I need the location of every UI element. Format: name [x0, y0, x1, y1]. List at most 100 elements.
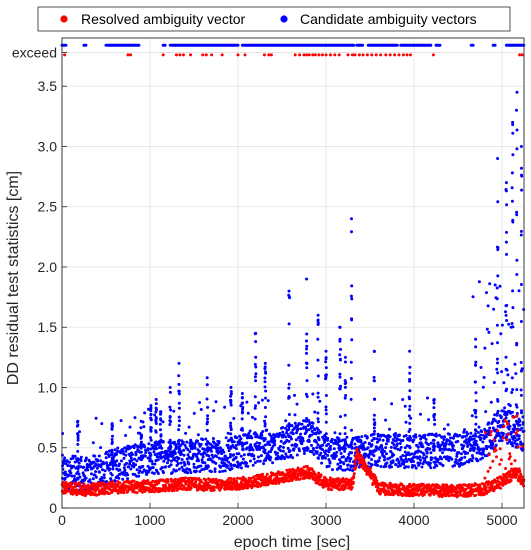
candidate-spike-point: [504, 240, 508, 244]
candidate-point: [279, 449, 283, 453]
candidate-exceed-point: [471, 43, 475, 47]
resolved-exceed-point: [129, 53, 133, 57]
candidate-spike-point: [168, 438, 172, 442]
candidate-spike-point: [432, 401, 436, 405]
resolved-point: [214, 477, 218, 481]
candidate-point: [230, 467, 234, 470]
candidate-point: [513, 439, 517, 443]
candidate-point: [466, 432, 470, 436]
candidate-spike-peak: [263, 361, 267, 365]
resolved-exceed-point: [357, 53, 361, 57]
candidate-point: [293, 393, 296, 397]
candidate-point: [291, 432, 295, 436]
candidate-point: [321, 448, 324, 451]
candidate-spike-point: [169, 408, 173, 412]
resolved-exceed-point: [181, 53, 185, 57]
candidate-point: [493, 283, 497, 287]
candidate-point: [511, 388, 515, 392]
candidate-spike-point: [110, 462, 114, 466]
candidate-point: [209, 470, 213, 474]
candidate-point: [483, 346, 487, 350]
candidate-point: [236, 465, 240, 469]
candidate-point: [335, 450, 339, 454]
candidate-spike-point: [344, 394, 348, 397]
candidate-point: [414, 466, 418, 470]
candidate-point: [497, 434, 501, 438]
candidate-point: [405, 459, 409, 463]
resolved-point: [314, 473, 317, 476]
candidate-spike-peak: [76, 419, 80, 423]
candidate-point: [72, 474, 76, 478]
candidate-point: [339, 460, 343, 464]
candidate-point: [160, 446, 164, 450]
candidate-exceed-point: [64, 43, 68, 47]
candidate-spike-point: [350, 428, 353, 432]
candidate-point: [480, 430, 484, 434]
candidate-point: [418, 455, 422, 459]
candidate-point: [430, 433, 434, 436]
candidate-point: [187, 462, 191, 466]
candidate-spike-point: [206, 440, 209, 444]
resolved-exceed-point: [307, 53, 311, 57]
candidate-point: [453, 448, 456, 452]
candidate-point: [180, 452, 183, 456]
candidate-point: [315, 446, 319, 450]
candidate-spike-point: [510, 186, 514, 190]
candidate-point: [76, 477, 80, 481]
candidate-spike-point: [511, 218, 515, 222]
candidate-point: [275, 432, 279, 436]
candidate-point: [245, 441, 249, 445]
candidate-point: [105, 450, 109, 454]
candidate-point: [232, 440, 236, 444]
candidate-spike-point: [263, 437, 267, 440]
candidate-point: [348, 468, 352, 472]
candidate-point: [508, 404, 512, 408]
candidate-point: [102, 473, 106, 477]
candidate-spike-point: [253, 417, 257, 421]
candidate-point: [194, 469, 198, 473]
candidate-point: [219, 446, 223, 450]
candidate-point: [219, 465, 223, 469]
candidate-spike-peak: [229, 386, 233, 389]
candidate-point: [265, 428, 269, 432]
resolved-point: [502, 425, 506, 428]
candidate-point: [197, 459, 201, 463]
candidate-point: [246, 411, 250, 415]
candidate-spike-point: [177, 419, 181, 423]
candidate-point: [161, 420, 165, 424]
resolved-point: [151, 479, 155, 483]
candidate-point: [309, 433, 313, 437]
candidate-spike-point: [408, 427, 412, 431]
candidate-spike-point: [240, 411, 244, 415]
candidate-point: [494, 419, 497, 423]
candidate-point: [474, 399, 478, 403]
candidate-spike-point: [264, 396, 267, 400]
candidate-spike-peak: [432, 398, 436, 401]
candidate-point: [135, 468, 139, 472]
candidate-point: [472, 437, 476, 441]
candidate-point: [442, 455, 446, 459]
candidate-point: [232, 417, 236, 420]
candidate-point: [429, 466, 433, 470]
candidate-point: [138, 469, 142, 473]
candidate-point: [385, 461, 389, 465]
candidate-point: [282, 433, 286, 437]
candidate-point: [77, 472, 81, 476]
resolved-point: [296, 466, 300, 470]
candidate-point: [379, 465, 383, 468]
candidate-spike-point: [504, 313, 508, 317]
candidate-spike-point: [372, 413, 376, 417]
candidate-point: [295, 443, 299, 447]
candidate-spike-point: [338, 353, 342, 357]
candidate-spike-point: [515, 210, 519, 214]
candidate-point: [505, 435, 509, 439]
candidate-spike-point: [154, 430, 158, 434]
candidate-point: [307, 428, 311, 432]
candidate-point: [284, 435, 288, 439]
candidate-spike-point: [154, 446, 158, 450]
candidate-point: [463, 461, 467, 465]
candidate-spike-peak: [177, 361, 181, 365]
candidate-point: [424, 437, 428, 441]
candidate-spike-point: [76, 465, 80, 469]
